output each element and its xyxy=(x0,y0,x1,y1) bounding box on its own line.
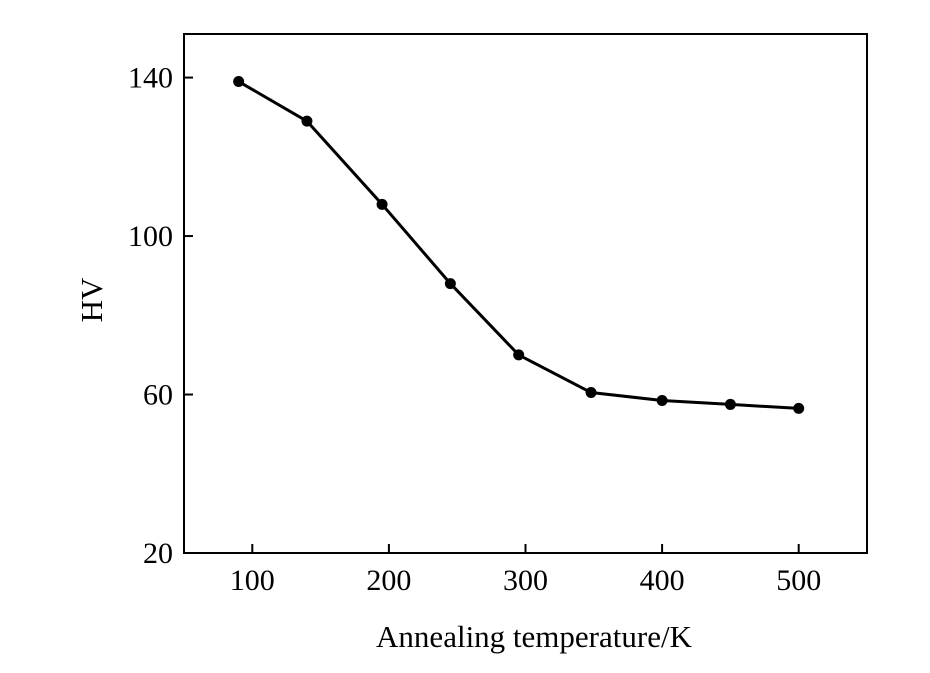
y-tick-label: 60 xyxy=(143,379,173,412)
y-tick-label: 20 xyxy=(143,537,173,570)
data-point xyxy=(585,387,597,399)
data-point xyxy=(724,398,736,410)
data-point xyxy=(656,394,668,406)
x-tick-label: 400 xyxy=(640,564,685,597)
x-axis-ticks: 100 200 300 400 500 xyxy=(230,544,821,597)
data-point xyxy=(513,349,525,361)
y-tick-label: 140 xyxy=(128,62,173,95)
data-point xyxy=(444,278,456,290)
data-point xyxy=(793,402,805,414)
y-axis-label: HV xyxy=(74,277,109,322)
x-tick-label: 300 xyxy=(503,564,548,597)
x-tick-label: 500 xyxy=(776,564,821,597)
plot-area-frame xyxy=(183,33,868,554)
data-point xyxy=(233,76,245,88)
x-tick-label: 200 xyxy=(366,564,411,597)
x-axis-label: Annealing temperature/K xyxy=(376,619,693,654)
data-point xyxy=(376,198,388,210)
x-tick-label: 100 xyxy=(230,564,275,597)
data-point xyxy=(301,115,313,127)
series-layer xyxy=(233,76,805,414)
y-tick-label: 100 xyxy=(128,220,173,253)
y-axis-ticks: 20 60 100 140 xyxy=(128,62,193,570)
